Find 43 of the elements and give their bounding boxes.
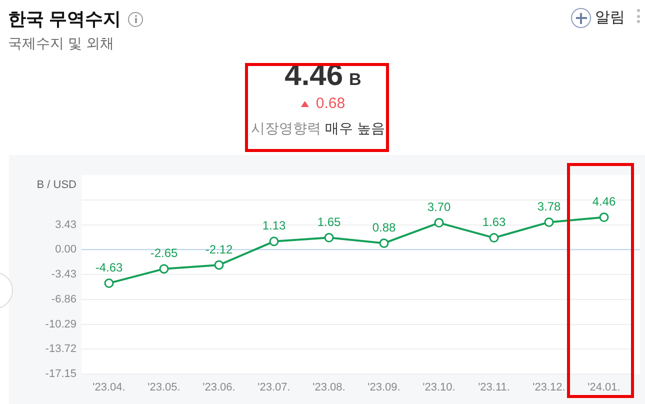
y-tick-label: -6.86 [51,293,76,306]
chart-subtitle: 국제수지 및 외채 [8,34,114,52]
point [214,260,224,270]
data-label: 3.78 [537,200,561,214]
point [379,238,389,248]
point [159,264,169,274]
point [104,278,114,288]
x-tick-label: '23.04. [92,382,126,394]
point [544,217,554,227]
chart-title: 한국 무역수지 [8,8,122,31]
x-tick-label: '23.07. [258,382,290,394]
data-label: 1.13 [262,218,286,233]
y-axis-title: B / USD [36,179,77,192]
point [324,232,334,242]
x-tick-label: '23.11. [478,382,510,394]
x-tick-label: '23.08. [312,382,346,394]
point [434,218,444,228]
x-tick-label: '23.06. [202,382,236,394]
y-tick-label: 0.00 [55,244,76,256]
point [269,236,279,246]
x-tick-label: '23.05. [148,382,180,394]
data-label: 3.70 [427,200,451,214]
data-label: -2.65 [150,246,178,260]
data-label: 1.65 [317,214,341,229]
y-tick-label: -3.43 [51,268,76,281]
y-tick-label: 3.43 [55,218,76,231]
text: 알림 [595,8,625,28]
point [489,233,499,243]
data-label: 0.88 [372,220,396,235]
text: 시장영향력 매우 높음 [251,120,385,136]
point [599,212,609,222]
data-label: 1.63 [482,215,506,230]
x-tick-label: '23.09. [368,382,400,394]
x-tick-label: '24.01. [588,382,620,394]
text: 0.68 [316,95,346,113]
y-tick-label: -13.72 [45,343,76,356]
data-label: -4.63 [95,260,123,275]
y-tick-label: -10.29 [45,318,76,330]
data-label: -2.12 [205,242,233,256]
x-tick-label: '23.10. [422,382,456,394]
data-label: 4.46 [592,194,616,209]
x-tick-label: '23.12. [532,382,566,394]
y-tick-label: -17.15 [45,368,76,380]
